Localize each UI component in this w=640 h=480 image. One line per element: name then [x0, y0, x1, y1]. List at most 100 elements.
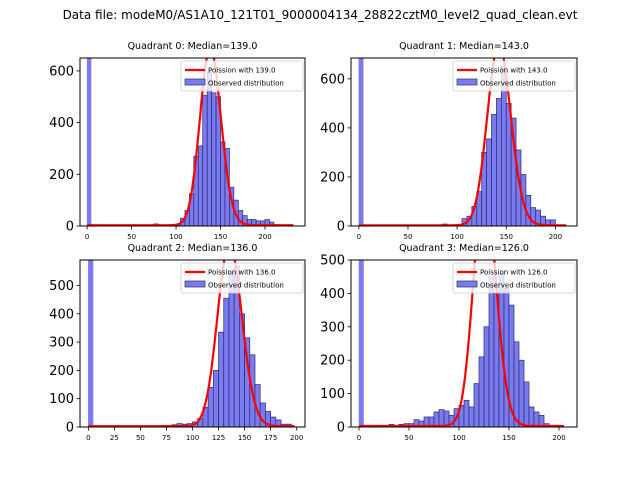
subplot-2: Quadrant 2: Median=136.00100200300400500…: [49, 243, 306, 442]
y-tick-label: 200: [49, 364, 74, 379]
legend-box: [180, 60, 304, 92]
y-tick-label: 500: [49, 279, 74, 294]
plot-area: [86, 58, 294, 226]
axes-frame: [79, 57, 306, 227]
x-tick-label: 100: [452, 434, 465, 442]
subplot-3: Quadrant 3: Median=126.00100200300400500…: [320, 243, 578, 442]
legend: Poission with 136.0 Observed distribution: [180, 262, 304, 294]
histogram-bar: [206, 71, 212, 226]
legend-label-poisson: Poission with 143.0: [480, 67, 548, 75]
y-tick-label: 400: [49, 307, 74, 322]
poisson-curve: [358, 58, 567, 226]
legend: Poission with 139.0 Observed distribution: [180, 60, 304, 92]
histogram-bar: [438, 409, 445, 427]
legend-label-poisson: Poission with 139.0: [208, 67, 276, 75]
legend: Poission with 126.0 Observed distribution: [452, 262, 576, 294]
legend-label-observed: Observed distribution: [208, 282, 284, 290]
x-tick-label: 0: [357, 434, 361, 442]
histogram-bar: [503, 288, 510, 427]
legend: Poission with 143.0 Observed distribution: [452, 60, 576, 92]
y-tick-label: 200: [320, 170, 345, 185]
histogram-bar: [223, 297, 230, 427]
histogram-bar: [433, 411, 440, 427]
histogram-bar: [211, 92, 217, 226]
y-tick-label: 400: [320, 121, 345, 136]
legend-box: [452, 60, 576, 92]
legend-bar-swatch: [456, 280, 478, 288]
histogram-bar: [488, 276, 495, 427]
y-tick-label: 100: [320, 387, 345, 402]
x-tick-label: 0: [357, 233, 361, 241]
histogram-bar: [491, 114, 497, 226]
legend-bar-swatch: [456, 78, 478, 86]
legend-label-poisson: Poission with 136.0: [208, 269, 276, 277]
y-tick-label: 0: [337, 220, 345, 235]
y-tick-label: 100: [49, 392, 74, 407]
subplot-title: Quadrant 3: Median=126.0: [399, 243, 529, 254]
legend-label-observed: Observed distribution: [208, 80, 284, 88]
subplot-1: Quadrant 1: Median=143.0 0 200 400 600 0 50 100…: [320, 41, 578, 241]
histogram-bar-zero: [358, 260, 364, 427]
x-tick-label: 150: [238, 434, 251, 442]
x-tick-label: 75: [162, 434, 171, 442]
poisson-curve: [88, 260, 295, 427]
x-tick-label: 50: [127, 233, 136, 241]
x-tick-label: 150: [500, 233, 513, 241]
x-tick-label: 50: [136, 434, 145, 442]
legend-bar-swatch: [184, 280, 206, 288]
subplot-title: Quadrant 2: Median=136.0: [128, 243, 258, 254]
legend-label-poisson: Poission with 126.0: [480, 269, 548, 277]
x-tick-label: 100: [169, 233, 182, 241]
plot-area: [358, 260, 564, 427]
histogram-bar: [496, 98, 502, 226]
histogram-bar: [533, 411, 540, 427]
histogram-bar: [468, 406, 475, 427]
x-tick-label: 200: [290, 434, 303, 442]
histogram-bar-zero: [88, 260, 94, 427]
y-tick-label: 600: [320, 72, 345, 87]
histogram-bar: [218, 331, 225, 427]
x-tick-label: 200: [552, 434, 565, 442]
figure-title: Data file: modeM0/AS1A10_121T01_90000041…: [62, 8, 578, 22]
poisson-curve: [87, 58, 294, 226]
legend-label-observed: Observed distribution: [480, 80, 556, 88]
x-tick-label: 100: [450, 233, 463, 241]
legend-box: [180, 262, 304, 294]
axes-frame: [350, 259, 578, 428]
histogram-bar: [463, 399, 470, 427]
histogram-bar-zero: [86, 58, 92, 226]
histogram-bar: [478, 356, 485, 427]
y-tick-label: 400: [49, 116, 74, 131]
histogram-bar: [486, 138, 492, 226]
plot-area: [358, 58, 567, 226]
x-tick-label: 150: [214, 233, 227, 241]
x-tick-label: 0: [86, 434, 90, 442]
histogram-bar: [269, 221, 275, 226]
histogram-bar-zero: [358, 58, 364, 226]
subplot-title: Quadrant 1: Median=143.0: [399, 41, 529, 52]
y-tick-label: 0: [66, 220, 74, 235]
x-tick-label: 200: [549, 233, 562, 241]
histogram-bar: [528, 406, 535, 427]
y-tick-label: 200: [320, 354, 345, 369]
x-tick-label: 50: [405, 434, 414, 442]
x-tick-label: 100: [186, 434, 199, 442]
legend-label-observed: Observed distribution: [480, 282, 556, 290]
y-tick-label: 400: [320, 287, 345, 302]
histogram-bar: [523, 381, 530, 427]
y-tick-label: 300: [320, 320, 345, 335]
y-tick-label: 200: [49, 168, 74, 183]
histogram-bar: [228, 272, 235, 427]
y-tick-label: 0: [66, 421, 74, 436]
histogram-bar: [197, 145, 204, 226]
subplot-title: Quadrant 0: Median=139.0: [128, 41, 258, 52]
histogram-bar: [483, 326, 490, 427]
y-tick-label: 0: [337, 421, 345, 436]
histogram-bar: [207, 387, 214, 427]
legend-box: [452, 262, 576, 294]
x-tick-label: 25: [110, 434, 119, 442]
y-tick-label: 600: [49, 64, 74, 79]
x-tick-label: 125: [212, 434, 225, 442]
x-tick-label: 50: [404, 233, 413, 241]
